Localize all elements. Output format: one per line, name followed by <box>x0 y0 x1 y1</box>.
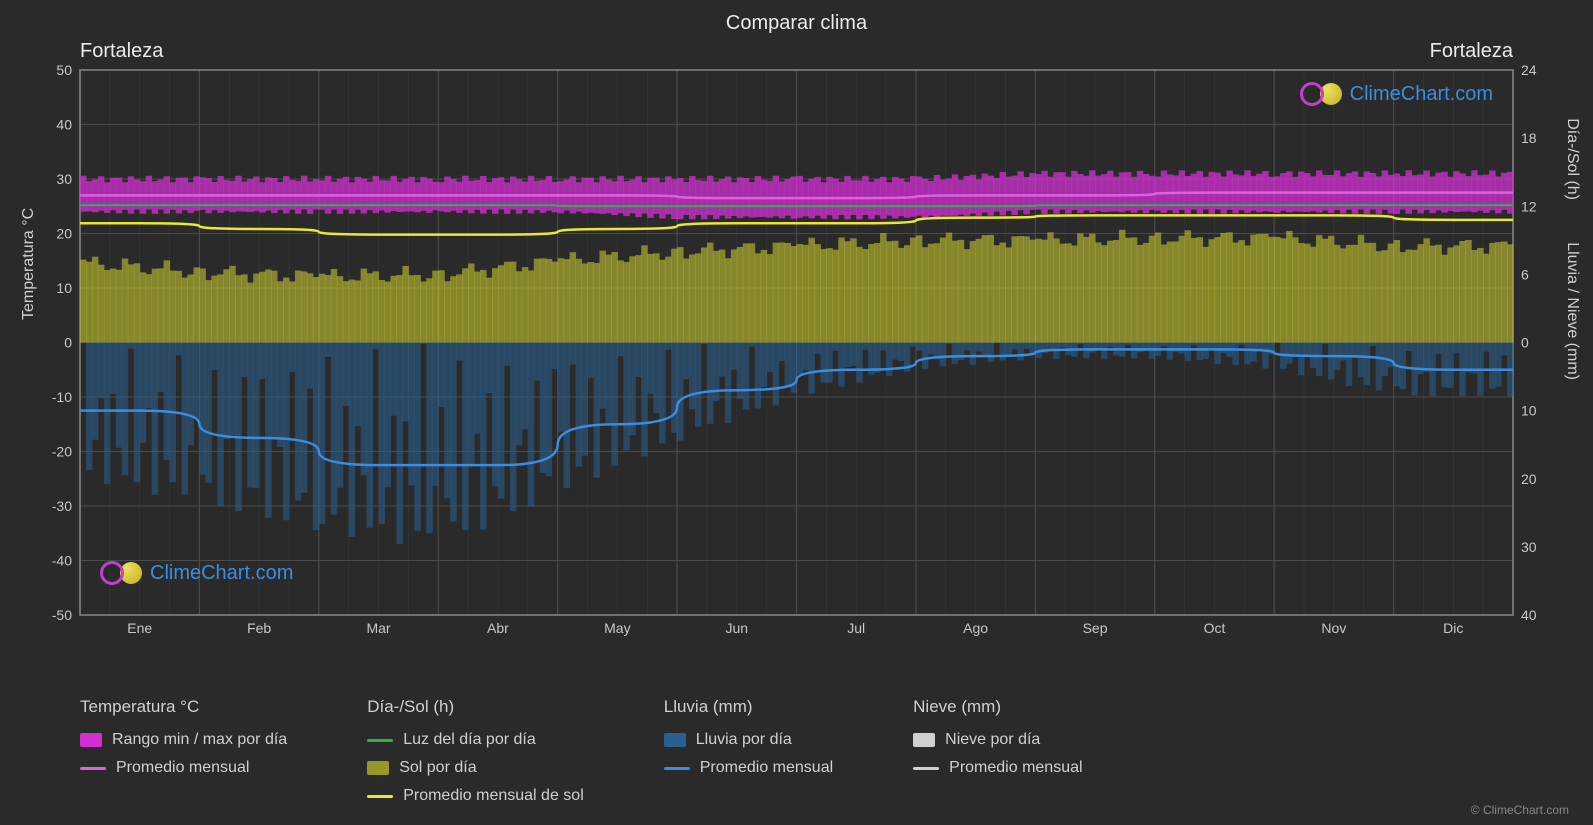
svg-text:24: 24 <box>1521 62 1537 78</box>
svg-text:30: 30 <box>1521 539 1537 555</box>
plot-area: -50-40-30-20-100102030405006121824102030… <box>80 70 1513 640</box>
svg-text:18: 18 <box>1521 130 1537 146</box>
svg-text:20: 20 <box>56 226 72 242</box>
legend-item: Lluvia por día <box>664 731 833 749</box>
svg-text:50: 50 <box>56 62 72 78</box>
svg-text:-30: -30 <box>52 498 72 514</box>
legend-label: Promedio mensual <box>949 759 1082 777</box>
legend-group: Lluvia (mm) Lluvia por día Promedio mensua… <box>664 697 833 805</box>
legend-label: Promedio mensual <box>116 759 249 777</box>
legend-group: Temperatura °C Rango min / max por día Pro… <box>80 697 287 805</box>
legend-item: Nieve por día <box>913 731 1082 749</box>
legend-swatch <box>80 767 106 770</box>
legend-label: Nieve por día <box>945 731 1040 749</box>
svg-text:Feb: Feb <box>247 620 271 636</box>
legend-item: Sol por día <box>367 759 584 777</box>
city-label-right: Fortaleza <box>1430 40 1513 63</box>
legend-swatch <box>664 733 686 747</box>
chart-container: Comparar clima Fortaleza Fortaleza Tempe… <box>0 0 1593 825</box>
legend-group-title: Nieve (mm) <box>913 697 1082 717</box>
svg-text:Jul: Jul <box>847 620 865 636</box>
legend-swatch <box>367 739 393 742</box>
svg-text:-10: -10 <box>52 389 72 405</box>
svg-text:Dic: Dic <box>1443 620 1463 636</box>
svg-text:-50: -50 <box>52 607 72 623</box>
copyright: © ClimeChart.com <box>1471 803 1569 817</box>
legend-group-title: Temperatura °C <box>80 697 287 717</box>
legend-label: Promedio mensual de sol <box>403 787 584 805</box>
svg-text:Ago: Ago <box>963 620 988 636</box>
legend-label: Sol por día <box>399 759 476 777</box>
legend-swatch <box>913 733 935 747</box>
legend-label: Rango min / max por día <box>112 731 287 749</box>
legend-item: Promedio mensual <box>913 759 1082 777</box>
svg-text:0: 0 <box>64 335 72 351</box>
legend-swatch <box>913 767 939 770</box>
svg-text:40: 40 <box>1521 607 1537 623</box>
city-label-left: Fortaleza <box>80 40 163 63</box>
legend-swatch <box>367 795 393 798</box>
plot-svg: -50-40-30-20-100102030405006121824102030… <box>80 70 1513 640</box>
svg-text:0: 0 <box>1521 335 1529 351</box>
svg-text:12: 12 <box>1521 198 1537 214</box>
y-axis-right-top-label: Día-/Sol (h) <box>1563 118 1581 200</box>
legend-group: Nieve (mm) Nieve por día Promedio mensual <box>913 697 1082 805</box>
svg-text:-20: -20 <box>52 444 72 460</box>
y-axis-right-bottom-label: Lluvia / Nieve (mm) <box>1563 242 1581 380</box>
legend-group-title: Lluvia (mm) <box>664 697 833 717</box>
legend-item: Rango min / max por día <box>80 731 287 749</box>
legend-item: Promedio mensual <box>664 759 833 777</box>
svg-text:20: 20 <box>1521 471 1537 487</box>
legend-label: Lluvia por día <box>696 731 792 749</box>
legend-swatch <box>664 767 690 770</box>
svg-text:40: 40 <box>56 117 72 133</box>
legend-label: Promedio mensual <box>700 759 833 777</box>
svg-text:Nov: Nov <box>1321 620 1346 636</box>
legend-swatch <box>80 733 102 747</box>
svg-text:Sep: Sep <box>1083 620 1108 636</box>
svg-text:6: 6 <box>1521 266 1529 282</box>
svg-text:Ene: Ene <box>127 620 152 636</box>
legend-swatch <box>367 761 389 775</box>
svg-text:Oct: Oct <box>1204 620 1226 636</box>
y-axis-left-label: Temperatura °C <box>20 208 38 320</box>
legend-group-title: Día-/Sol (h) <box>367 697 584 717</box>
svg-text:10: 10 <box>56 280 72 296</box>
legend: Temperatura °C Rango min / max por día Pro… <box>80 697 1513 805</box>
svg-text:Abr: Abr <box>487 620 509 636</box>
svg-text:May: May <box>604 620 630 636</box>
legend-label: Luz del día por día <box>403 731 536 749</box>
svg-text:Jun: Jun <box>726 620 749 636</box>
legend-item: Promedio mensual <box>80 759 287 777</box>
svg-text:-40: -40 <box>52 553 72 569</box>
legend-group: Día-/Sol (h) Luz del día por día Sol por d… <box>367 697 584 805</box>
legend-item: Promedio mensual de sol <box>367 787 584 805</box>
svg-text:30: 30 <box>56 171 72 187</box>
svg-text:Mar: Mar <box>366 620 390 636</box>
chart-title: Comparar clima <box>0 0 1593 35</box>
legend-item: Luz del día por día <box>367 731 584 749</box>
svg-text:10: 10 <box>1521 403 1537 419</box>
